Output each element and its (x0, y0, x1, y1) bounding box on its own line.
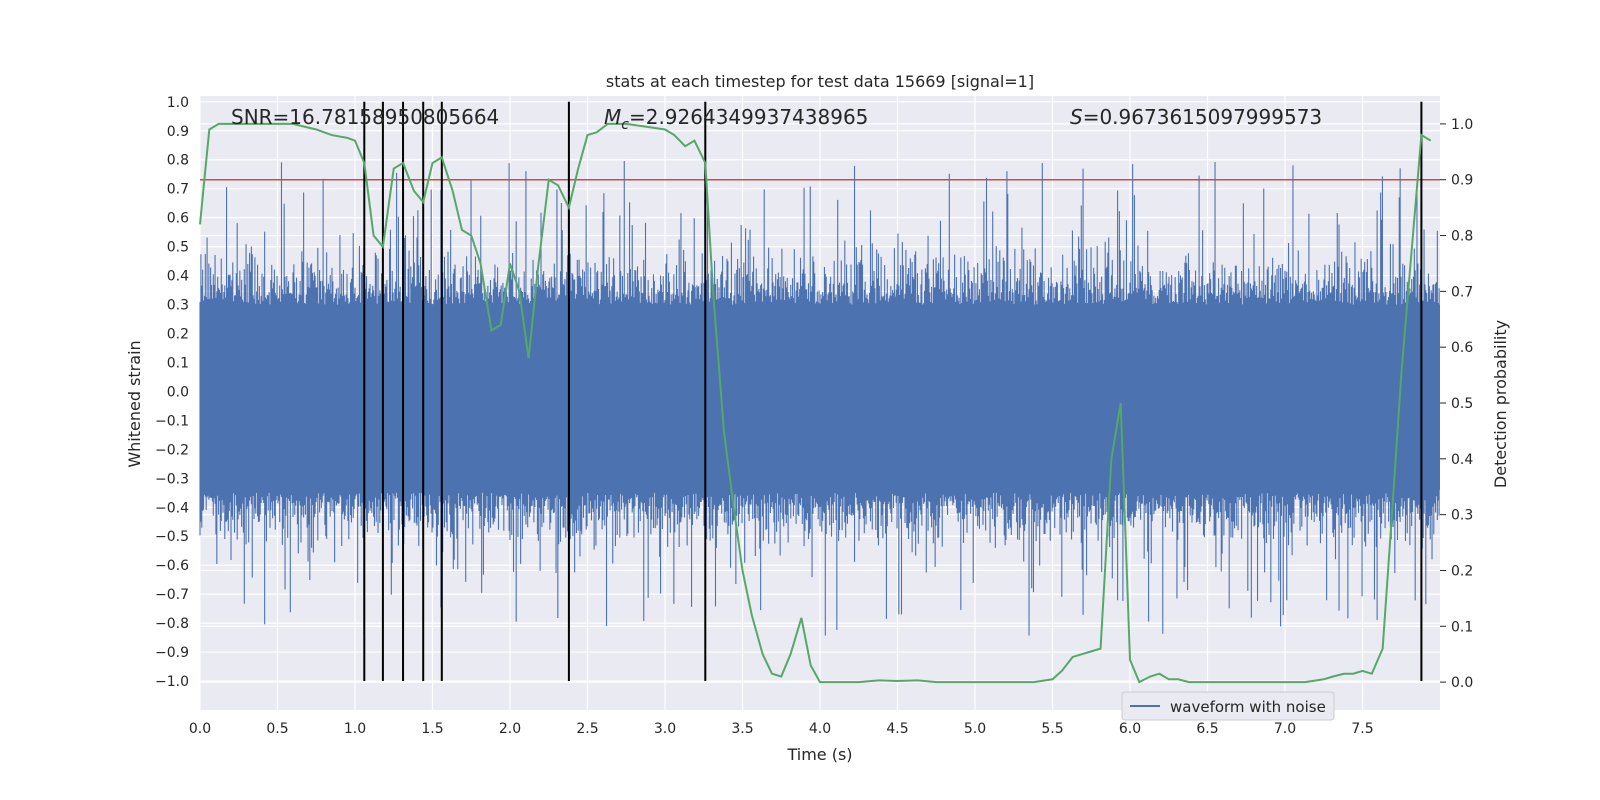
y-right-tick-label: 0.6 (1451, 340, 1473, 356)
x-tick-label: 4.0 (809, 721, 831, 737)
x-tick-label: 7.5 (1351, 721, 1373, 737)
mc-value: =2.9264349937438965 (629, 105, 868, 129)
legend-box (1121, 691, 1335, 721)
y-tick-label: 0.3 (167, 298, 189, 314)
y-right-tick-label: 0.3 (1451, 508, 1473, 524)
waveform-series (199, 160, 1440, 636)
y-tick-label: −0.4 (155, 500, 189, 516)
y-right-tick-label: 0.8 (1451, 229, 1473, 245)
x-tick-label: 6.0 (1119, 721, 1141, 737)
y-right-tick-label: 0.4 (1451, 452, 1473, 468)
y-tick-label: −0.3 (155, 471, 189, 487)
y-tick-label: 0.0 (167, 384, 189, 400)
y-right-tick-label: 0.7 (1451, 284, 1473, 300)
x-tick-label: 3.5 (731, 721, 753, 737)
y-axis-label: Whitened strain (125, 340, 144, 467)
y-right-tick-label: 0.1 (1451, 619, 1473, 635)
legend: waveform with noise (1121, 691, 1335, 721)
x-tick-label: 2.0 (499, 721, 521, 737)
x-tick-label: 7.0 (1274, 721, 1296, 737)
x-tick-label: 4.5 (886, 721, 908, 737)
y-tick-label: 0.5 (167, 240, 189, 256)
mc-annotation: Mc=2.9264349937438965 (604, 105, 868, 133)
y-tick-label: −0.2 (155, 442, 189, 458)
x-tick-label: 6.5 (1196, 721, 1218, 737)
x-tick-label: 1.0 (344, 721, 366, 737)
y-tick-label: −0.1 (155, 413, 189, 429)
y-tick-label: 0.7 (167, 182, 189, 198)
y-right-tick-labels: 1.0 0.9 0.8 0.7 0.6 0.5 0.4 0.3 0.2 0.1 0.0 (1440, 117, 1473, 691)
y-tick-label: 1.0 (167, 95, 189, 111)
y-tick-label: −0.6 (155, 558, 189, 574)
mc-symbol: M (604, 105, 621, 129)
y-tick-label: 0.1 (167, 355, 189, 371)
y-tick-label: −1.0 (155, 674, 189, 690)
y-tick-labels: 1.0 0.9 0.8 0.7 0.6 0.5 0.4 0.3 0.2 0.1 0.0 −0.1 −0.… (155, 95, 189, 690)
s-symbol: S (1070, 105, 1083, 129)
x-tick-label: 0.5 (266, 721, 288, 737)
y-tick-label: −0.7 (155, 587, 189, 603)
probability-series (199, 122, 1432, 684)
y-tick-label: −0.9 (155, 645, 189, 661)
waveform-core-band (200, 304, 1440, 490)
y-right-tick-label: 1.0 (1451, 117, 1473, 133)
y-tick-label: −0.8 (155, 616, 189, 632)
y-tick-label: 0.6 (167, 211, 189, 227)
y-tick-label: 0.8 (167, 153, 189, 169)
x-tick-labels: 0.0 0.5 1.0 1.5 2.0 2.5 3.0 3.5 4.0 4.5 5.0 5.5 6.0 6… (189, 721, 1374, 737)
y-tick-label: 0.9 (167, 124, 189, 140)
x-tick-label: 0.0 (189, 721, 211, 737)
probability-line (199, 122, 1432, 684)
y-right-tick-label: 0.0 (1451, 675, 1473, 691)
s-value: =0.9673615097999573 (1083, 105, 1322, 129)
chart-title: stats at each timestep for test data 156… (606, 72, 1034, 91)
x-tick-label: 3.0 (654, 721, 676, 737)
x-tick-label: 5.5 (1041, 721, 1063, 737)
y-right-tick-label: 0.5 (1451, 396, 1473, 412)
x-tick-label: 2.5 (576, 721, 598, 737)
x-axis-label: Time (s) (786, 745, 852, 764)
snr-annotation: SNR=16.78158950805664 (231, 105, 499, 129)
y-tick-label: −0.5 (155, 529, 189, 545)
y-right-tick-label: 0.9 (1451, 173, 1473, 189)
x-tick-label: 5.0 (964, 721, 986, 737)
x-tick-label: 1.5 (421, 721, 443, 737)
y-right-axis-label: Detection probability (1491, 320, 1510, 488)
mc-subscript: c (621, 117, 629, 133)
y-right-tick-label: 0.2 (1451, 563, 1473, 579)
legend-label: waveform with noise (1170, 698, 1326, 716)
y-tick-label: 0.2 (167, 326, 189, 342)
y-tick-label: 0.4 (167, 269, 189, 285)
s-annotation: S=0.9673615097999573 (1070, 105, 1322, 129)
